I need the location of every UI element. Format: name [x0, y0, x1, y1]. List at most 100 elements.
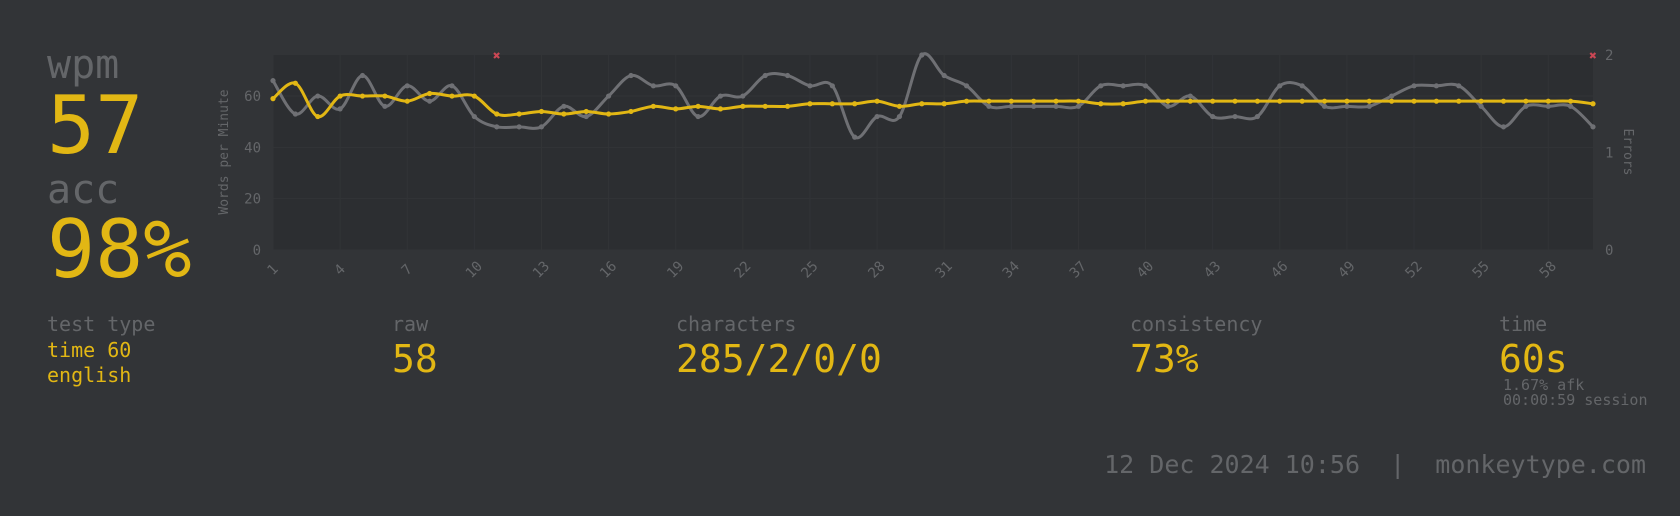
footer-site[interactable]: monkeytype.com: [1435, 450, 1646, 479]
wpm-point[interactable]: [1389, 98, 1395, 104]
wpm-point[interactable]: [583, 108, 589, 115]
raw-point[interactable]: [740, 93, 746, 99]
test-type-mode[interactable]: time 60: [47, 338, 132, 362]
raw-point[interactable]: [1411, 83, 1417, 89]
wpm-point[interactable]: [1500, 98, 1507, 104]
wpm-point[interactable]: [1478, 98, 1484, 104]
raw-point[interactable]: [1523, 103, 1529, 109]
wpm-point[interactable]: [1321, 98, 1328, 104]
raw-point[interactable]: [1321, 103, 1328, 109]
raw-point[interactable]: [1187, 93, 1193, 99]
wpm-point[interactable]: [829, 101, 835, 107]
raw-point[interactable]: [1344, 103, 1350, 109]
raw-point[interactable]: [986, 103, 992, 109]
raw-point[interactable]: [1500, 124, 1507, 130]
raw-point[interactable]: [673, 83, 679, 89]
raw-point[interactable]: [1277, 83, 1283, 89]
wpm-point[interactable]: [874, 98, 880, 104]
raw-point[interactable]: [941, 72, 947, 79]
raw-point[interactable]: [650, 83, 656, 89]
wpm-point[interactable]: [1456, 98, 1462, 104]
wpm-point[interactable]: [1568, 98, 1574, 104]
raw-point[interactable]: [784, 72, 791, 79]
wpm-point[interactable]: [807, 101, 813, 107]
raw-point[interactable]: [1142, 83, 1149, 89]
raw-point[interactable]: [762, 72, 768, 79]
raw-point[interactable]: [382, 103, 388, 109]
wpm-point[interactable]: [740, 103, 746, 109]
raw-point[interactable]: [1254, 113, 1261, 120]
wpm-point[interactable]: [538, 108, 545, 115]
wpm-point[interactable]: [1031, 98, 1037, 104]
wpm-point[interactable]: [628, 108, 634, 115]
wpm-point[interactable]: [852, 101, 858, 107]
raw-point[interactable]: [270, 78, 276, 84]
raw-point[interactable]: [1008, 103, 1014, 109]
wpm-point[interactable]: [1590, 101, 1596, 107]
wpm-point[interactable]: [1254, 98, 1261, 104]
raw-point[interactable]: [1433, 83, 1439, 89]
raw-point[interactable]: [605, 93, 612, 99]
wpm-point[interactable]: [896, 103, 903, 109]
wpm-point[interactable]: [1053, 98, 1059, 104]
wpm-point[interactable]: [1433, 98, 1439, 104]
wpm-point[interactable]: [1344, 98, 1350, 104]
raw-point[interactable]: [1098, 83, 1104, 89]
wpm-point[interactable]: [382, 93, 388, 99]
raw-point[interactable]: [1165, 103, 1171, 109]
wpm-point[interactable]: [1299, 98, 1305, 104]
wpm-point[interactable]: [673, 106, 679, 112]
wpm-point[interactable]: [1187, 98, 1193, 104]
test-type-language[interactable]: english: [47, 363, 132, 387]
raw-point[interactable]: [449, 83, 455, 89]
raw-point[interactable]: [561, 103, 567, 109]
wpm-point[interactable]: [784, 103, 791, 109]
raw-point[interactable]: [427, 98, 433, 104]
wpm-point[interactable]: [471, 93, 477, 99]
wpm-point[interactable]: [963, 98, 970, 104]
raw-point[interactable]: [1568, 103, 1574, 109]
raw-point[interactable]: [404, 83, 410, 89]
raw-point[interactable]: [337, 106, 343, 112]
raw-point[interactable]: [1545, 103, 1551, 109]
raw-point[interactable]: [471, 113, 477, 120]
raw-point[interactable]: [919, 52, 925, 58]
raw-point[interactable]: [292, 111, 298, 117]
raw-point[interactable]: [807, 83, 813, 89]
raw-point[interactable]: [1232, 113, 1238, 120]
wpm-point[interactable]: [315, 113, 321, 120]
wpm-point[interactable]: [762, 103, 768, 109]
raw-point[interactable]: [315, 93, 321, 99]
raw-point[interactable]: [1366, 103, 1372, 109]
raw-point[interactable]: [1590, 124, 1596, 130]
wpm-point[interactable]: [986, 98, 992, 104]
raw-point[interactable]: [1120, 83, 1126, 89]
raw-point[interactable]: [963, 83, 970, 89]
wpm-point[interactable]: [561, 111, 567, 117]
wpm-point[interactable]: [1142, 98, 1149, 104]
raw-point[interactable]: [1031, 103, 1037, 109]
raw-point[interactable]: [1075, 103, 1082, 109]
raw-point[interactable]: [829, 83, 835, 89]
raw-point[interactable]: [516, 124, 522, 130]
wpm-point[interactable]: [292, 80, 298, 86]
wpm-point[interactable]: [1277, 98, 1283, 104]
raw-point[interactable]: [852, 134, 858, 140]
wpm-point[interactable]: [1165, 98, 1171, 104]
wpm-point[interactable]: [449, 93, 455, 99]
wpm-point[interactable]: [1411, 98, 1417, 104]
wpm-point[interactable]: [605, 111, 612, 117]
raw-point[interactable]: [583, 113, 589, 120]
wpm-point[interactable]: [919, 101, 925, 107]
wpm-point[interactable]: [941, 101, 947, 107]
wpm-point[interactable]: [427, 90, 433, 97]
wpm-point[interactable]: [1098, 101, 1104, 107]
wpm-point[interactable]: [1120, 101, 1126, 107]
raw-point[interactable]: [1478, 103, 1484, 109]
wpm-point[interactable]: [1523, 98, 1529, 104]
raw-point[interactable]: [359, 72, 366, 79]
raw-point[interactable]: [874, 113, 880, 120]
wpm-point[interactable]: [1210, 98, 1216, 104]
wpm-point[interactable]: [1232, 98, 1238, 104]
wpm-point[interactable]: [516, 111, 522, 117]
